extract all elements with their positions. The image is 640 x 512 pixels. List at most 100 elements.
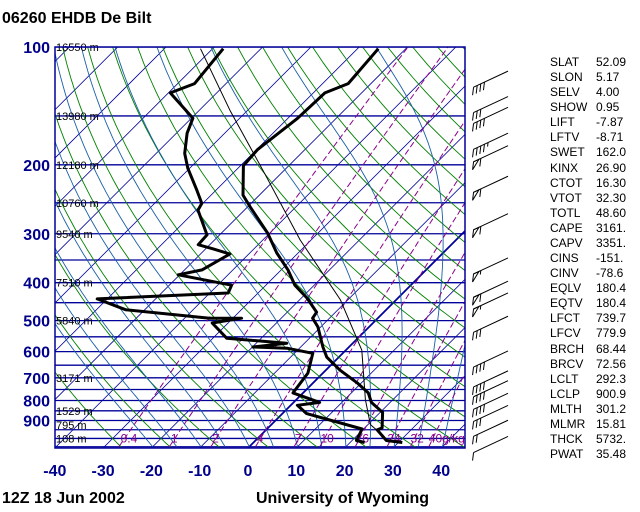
isotherm-line bbox=[199, 182, 465, 448]
index-name: CTOT bbox=[550, 175, 583, 190]
height-label: 795 m bbox=[56, 420, 87, 432]
mixing-ratio-label: 10 bbox=[320, 431, 334, 445]
index-value: 5732. bbox=[596, 432, 627, 446]
wind-barb-half-flag bbox=[479, 270, 482, 275]
dry-adiabat-line bbox=[112, 47, 465, 448]
wind-barb-staff bbox=[473, 370, 509, 388]
index-name: LCLP bbox=[550, 386, 581, 401]
wind-barb-staff bbox=[473, 419, 509, 437]
wind-barb bbox=[472, 419, 509, 445]
isotherm-line bbox=[150, 133, 465, 448]
moist-adiabat-line bbox=[55, 140, 250, 447]
height-label: 3171 m bbox=[56, 373, 93, 385]
wind-barb-pennant bbox=[472, 188, 481, 201]
isotherm-line bbox=[55, 47, 312, 304]
wind-barb-flag bbox=[479, 109, 482, 118]
index-value: 779.9 bbox=[596, 326, 627, 341]
index-name: CAPE bbox=[550, 220, 583, 235]
index-value: 292.3 bbox=[596, 371, 627, 386]
height-labels: 16550 m 13980 m 12180 m 10760 m 9540 m 7510 m… bbox=[56, 42, 99, 445]
moist-adiabat-line bbox=[114, 47, 323, 447]
index-value: -7.87 bbox=[596, 115, 624, 130]
isotherm-line bbox=[55, 47, 457, 448]
wind-barb bbox=[472, 370, 509, 395]
temperature-tick-label: -20 bbox=[140, 463, 163, 480]
wind-barb-flag bbox=[472, 409, 475, 418]
index-name: CINV bbox=[550, 266, 579, 281]
wind-barb bbox=[472, 96, 509, 121]
temperature-tick-label: 30 bbox=[384, 463, 402, 480]
wind-barb bbox=[472, 132, 509, 158]
wind-barb-staff bbox=[473, 380, 509, 398]
wind-barb bbox=[472, 70, 509, 96]
moist-adiabat-line bbox=[281, 47, 403, 447]
index-name: PWAT bbox=[550, 447, 584, 462]
index-name: LFCT bbox=[550, 311, 580, 326]
index-name: LFCV bbox=[550, 326, 581, 341]
index-name: SLON bbox=[550, 70, 583, 85]
wind-barb-flag bbox=[479, 158, 482, 167]
pressure-tick-label: 700 bbox=[23, 371, 50, 388]
moist-adiabat-line bbox=[80, 47, 299, 447]
wind-barb-pennant bbox=[472, 270, 481, 283]
mixing-ratio-line bbox=[428, 372, 465, 447]
height-label: 10760 m bbox=[56, 198, 99, 210]
wind-barb-flag bbox=[472, 366, 475, 376]
dry-adiabat-line bbox=[237, 47, 465, 300]
temperature-tick-label: 10 bbox=[287, 463, 305, 480]
wind-barb-flag bbox=[472, 436, 475, 445]
wind-barb-flag bbox=[472, 421, 475, 430]
wind-barb-flag bbox=[472, 87, 475, 96]
wind-barb-flag bbox=[479, 418, 482, 427]
dewpoint-profile-line bbox=[95, 47, 365, 444]
wind-barb-staff bbox=[473, 132, 509, 150]
wind-barb-flag bbox=[479, 383, 482, 392]
moist-adiabat-line bbox=[55, 50, 274, 447]
wind-barb-flag bbox=[475, 385, 478, 394]
wind-barb bbox=[472, 145, 509, 171]
index-name: LFTV bbox=[550, 130, 580, 145]
index-value: 180.4 bbox=[596, 296, 627, 311]
index-value: 68.44 bbox=[596, 341, 627, 356]
index-name: VTOT bbox=[550, 190, 582, 205]
index-value: 15.81 bbox=[596, 416, 627, 431]
height-label: 13980 m bbox=[56, 111, 99, 123]
mixing-ratio-label: 4 bbox=[257, 431, 264, 445]
dry-adiabat-line bbox=[62, 47, 369, 448]
dry-adiabat-line bbox=[55, 314, 172, 448]
pressure-tick-label: 200 bbox=[23, 158, 50, 175]
moist-adiabat-line bbox=[55, 199, 226, 447]
temperature-tick-label: 40 bbox=[432, 463, 450, 480]
wind-barb-flag bbox=[482, 361, 485, 371]
wind-barb-flag bbox=[479, 145, 482, 154]
index-name: EQLV bbox=[550, 281, 582, 296]
mixing-ratio-label: 7 bbox=[295, 431, 302, 445]
temperature-tick-label: -30 bbox=[92, 463, 115, 480]
isotherm-line bbox=[55, 47, 167, 159]
dry-adiabat-line bbox=[55, 188, 271, 448]
index-name: KINX bbox=[550, 160, 579, 175]
moist-adiabat-line bbox=[442, 342, 465, 447]
isotherm-line bbox=[55, 47, 215, 207]
index-value: 3161. bbox=[596, 220, 627, 235]
wind-barb-flag bbox=[475, 121, 478, 130]
moist-adiabat-line bbox=[55, 247, 202, 447]
dry-adiabat-line bbox=[312, 47, 465, 216]
mixing-ratio-label: 1 bbox=[171, 431, 178, 445]
wind-barb-flag bbox=[472, 149, 475, 158]
wind-barb-staff bbox=[473, 404, 509, 422]
index-value: 301.2 bbox=[596, 401, 627, 416]
wind-barb-pennant bbox=[472, 293, 481, 306]
mixing-ratio-label: 32 bbox=[410, 431, 424, 445]
wind-barb-flag bbox=[482, 118, 485, 127]
wind-barb-flag bbox=[475, 330, 478, 339]
wind-barb-flag bbox=[479, 83, 482, 92]
index-name: LIFT bbox=[550, 115, 575, 130]
wind-barb-flag bbox=[479, 293, 482, 302]
index-value: 32.30 bbox=[596, 190, 627, 205]
dry-adiabat-line bbox=[187, 47, 465, 358]
wind-barb-staff bbox=[473, 392, 509, 410]
mixing-ratio-line bbox=[118, 47, 409, 447]
isotherm-line bbox=[55, 47, 264, 256]
index-name: CINS bbox=[550, 251, 579, 266]
